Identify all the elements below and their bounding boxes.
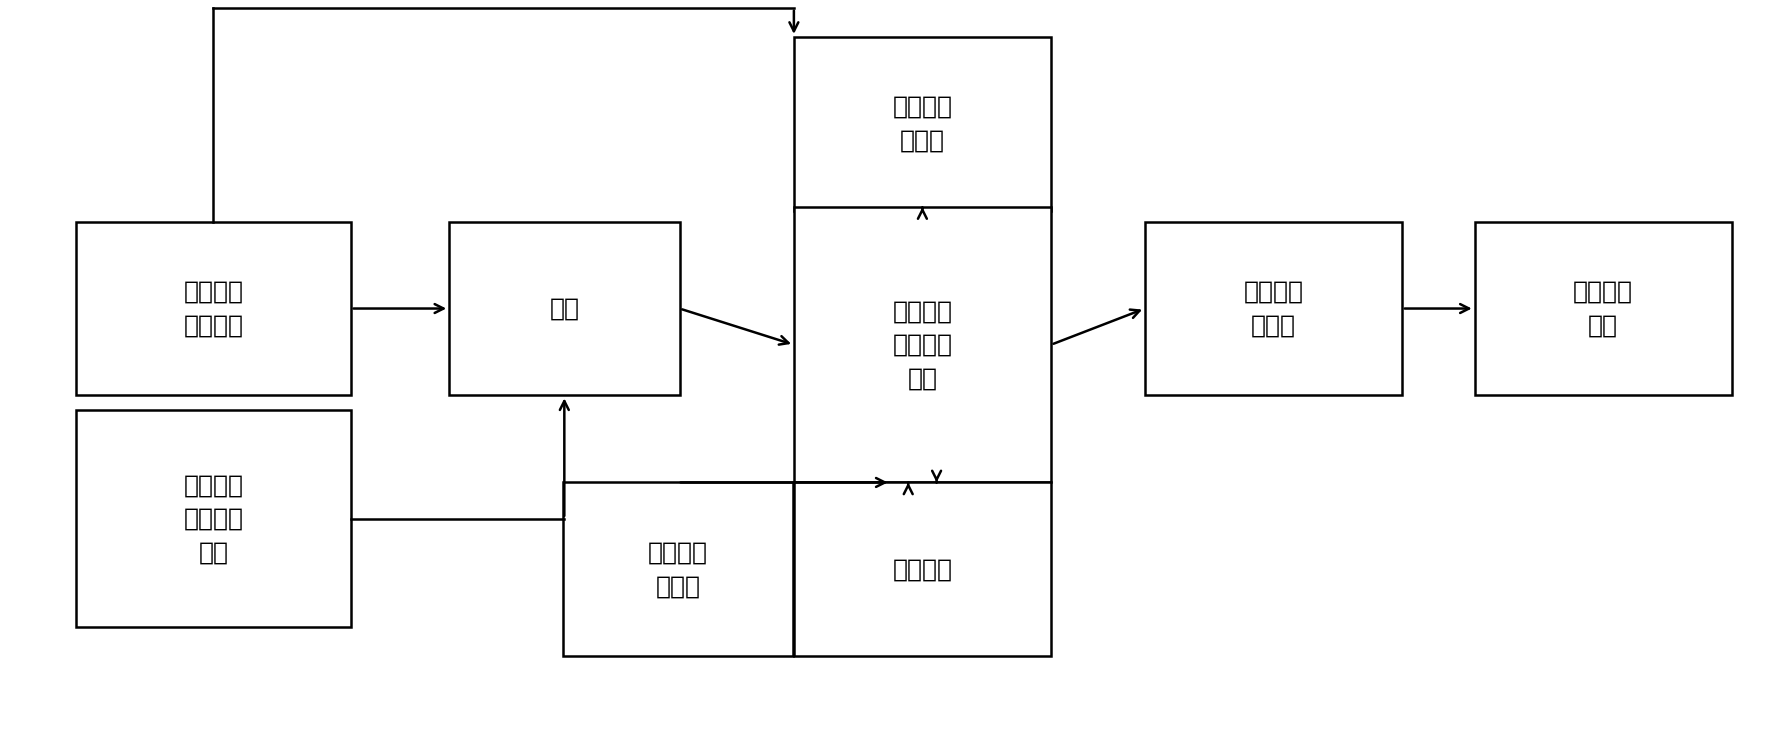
Text: 采样反馈
电压信号
电路: 采样反馈 电压信号 电路 xyxy=(183,474,244,564)
Text: 开关管控
制极: 开关管控 制极 xyxy=(1572,280,1632,337)
Text: 开关管驱
动电路: 开关管驱 动电路 xyxy=(1242,280,1303,337)
Text: 压控脉宽
脉冲产生
电路: 压控脉宽 脉冲产生 电路 xyxy=(892,299,952,390)
Bar xyxy=(1474,221,1730,396)
Bar xyxy=(562,482,792,656)
Bar xyxy=(449,221,680,396)
Bar xyxy=(1145,221,1401,396)
Bar xyxy=(77,410,351,627)
Text: 脉宽调节
电位器: 脉宽调节 电位器 xyxy=(648,541,707,598)
Text: 延时电路: 延时电路 xyxy=(892,557,952,581)
Text: 三角波产
生电路: 三角波产 生电路 xyxy=(892,95,952,152)
Bar xyxy=(794,482,1050,656)
Bar xyxy=(794,37,1050,210)
Text: 与门: 与门 xyxy=(548,297,578,320)
Text: 高频脉冲
启动电路: 高频脉冲 启动电路 xyxy=(183,280,244,337)
Bar xyxy=(77,221,351,396)
Bar xyxy=(794,207,1050,482)
